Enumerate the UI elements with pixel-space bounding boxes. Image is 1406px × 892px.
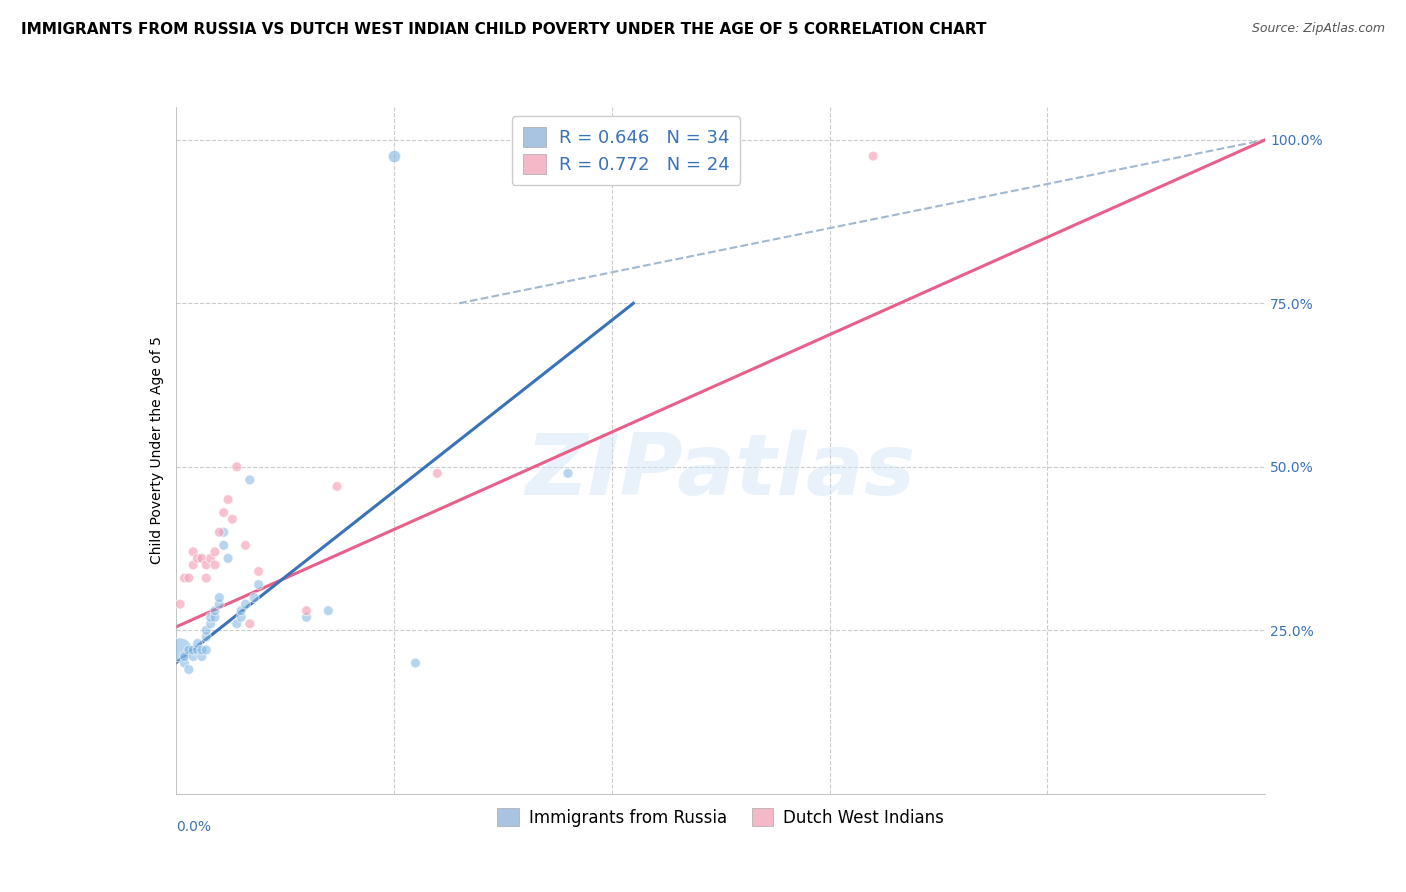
Point	[195, 630, 218, 644]
Point	[195, 571, 218, 585]
Point	[169, 597, 191, 611]
Point	[239, 473, 262, 487]
Point	[212, 538, 235, 552]
Point	[200, 616, 222, 631]
Point	[186, 551, 209, 566]
Point	[231, 604, 253, 618]
Point	[231, 610, 253, 624]
Point	[208, 597, 231, 611]
Point	[173, 649, 195, 664]
Point	[186, 643, 209, 657]
Point	[212, 506, 235, 520]
Point	[181, 558, 204, 572]
Point	[247, 565, 270, 579]
Point	[204, 545, 226, 559]
Point	[208, 591, 231, 605]
Y-axis label: Child Poverty Under the Age of 5: Child Poverty Under the Age of 5	[150, 336, 165, 565]
Point	[195, 558, 218, 572]
Point	[426, 467, 449, 481]
Point	[200, 610, 222, 624]
Point	[186, 636, 209, 650]
Point	[295, 610, 318, 624]
Point	[208, 525, 231, 540]
Point	[239, 616, 262, 631]
Point	[247, 577, 270, 591]
Point	[318, 604, 340, 618]
Point	[195, 643, 218, 657]
Point	[217, 492, 239, 507]
Point	[191, 551, 214, 566]
Point	[557, 467, 579, 481]
Point	[225, 616, 247, 631]
Point	[200, 551, 222, 566]
Point	[295, 604, 318, 618]
Point	[181, 649, 204, 664]
Point	[181, 643, 204, 657]
Point	[862, 149, 884, 163]
Point	[191, 643, 214, 657]
Point	[243, 591, 266, 605]
Text: 0.0%: 0.0%	[176, 820, 211, 834]
Point	[204, 610, 226, 624]
Point	[326, 479, 349, 493]
Point	[169, 643, 191, 657]
Point	[382, 149, 405, 163]
Point	[217, 551, 239, 566]
Point	[173, 571, 195, 585]
Point	[204, 604, 226, 618]
Point	[191, 649, 214, 664]
Point	[221, 512, 243, 526]
Point	[235, 538, 257, 552]
Text: Source: ZipAtlas.com: Source: ZipAtlas.com	[1251, 22, 1385, 36]
Point	[212, 525, 235, 540]
Point	[177, 571, 200, 585]
Point	[173, 656, 195, 670]
Point	[177, 663, 200, 677]
Point	[177, 643, 200, 657]
Text: IMMIGRANTS FROM RUSSIA VS DUTCH WEST INDIAN CHILD POVERTY UNDER THE AGE OF 5 COR: IMMIGRANTS FROM RUSSIA VS DUTCH WEST IND…	[21, 22, 987, 37]
Point	[195, 624, 218, 638]
Point	[225, 459, 247, 474]
Point	[204, 558, 226, 572]
Point	[405, 656, 427, 670]
Point	[181, 545, 204, 559]
Text: ZIPatlas: ZIPatlas	[526, 430, 915, 513]
Point	[235, 597, 257, 611]
Legend: Immigrants from Russia, Dutch West Indians: Immigrants from Russia, Dutch West India…	[491, 802, 950, 834]
